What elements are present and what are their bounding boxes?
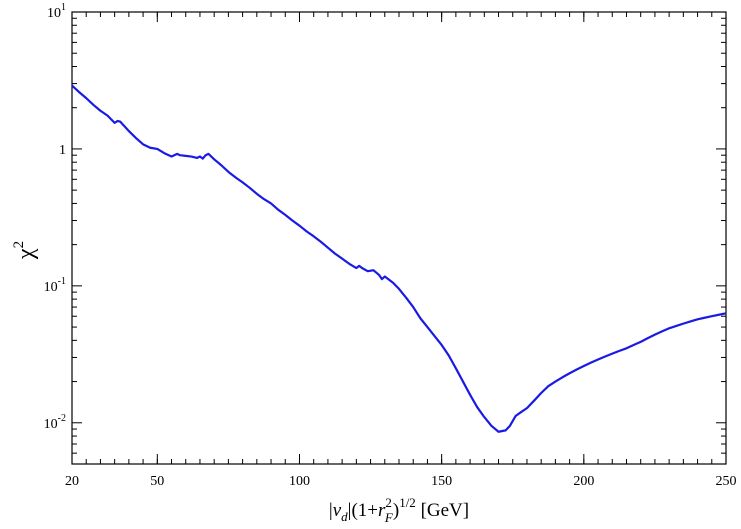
x-tick-label: 100 [289, 474, 310, 489]
y-tick-label: 10-1 [44, 276, 66, 295]
y-tick-label-exp: -1 [58, 276, 66, 287]
y-tick-label: 101 [47, 2, 66, 21]
x-axis-ticks: 20 50 100 150 200 250 [65, 12, 737, 489]
x-label-pipe-right: | [348, 500, 352, 521]
x-label-units: [GeV] [416, 500, 469, 521]
x-label-paren-open: (1+ [351, 500, 378, 521]
y-axis-label-base: χ [13, 248, 39, 260]
x-label-r-sup: 2 [385, 495, 392, 510]
y-axis-label-sup: 2 [11, 241, 27, 249]
x-axis-label: |vd|(1+r2 F)1/2 [GeV] [329, 495, 469, 525]
x-tick-label: 250 [716, 474, 737, 489]
x-label-paren-close: ) [393, 500, 399, 521]
series-line [71, 84, 727, 433]
plot-frame [71, 11, 727, 465]
y-tick-label-base: 10 [44, 417, 58, 432]
x-label-r-sub: F [384, 510, 394, 525]
y-tick-label-base: 10 [44, 280, 58, 295]
x-tick-label: 150 [431, 474, 452, 489]
x-label-v-sub: d [341, 509, 348, 524]
y-tick-label: 10-2 [44, 413, 66, 432]
x-label-v: v [333, 500, 342, 521]
y-tick-label-base: 1 [59, 143, 66, 158]
y-tick-label-exp: 1 [61, 2, 66, 13]
x-label-pipe-left: | [329, 500, 333, 521]
x-label-exp: 1/2 [399, 495, 416, 510]
x-tick-label: 20 [65, 474, 79, 489]
x-label-r: r [378, 500, 386, 521]
y-tick-label-exp: -2 [58, 413, 66, 424]
y-tick-label-base: 10 [47, 6, 61, 21]
x-tick-label: 50 [150, 474, 164, 489]
x-tick-label: 200 [573, 474, 594, 489]
y-axis-label: χ2 [11, 241, 39, 260]
y-tick-label: 1 [59, 143, 66, 158]
